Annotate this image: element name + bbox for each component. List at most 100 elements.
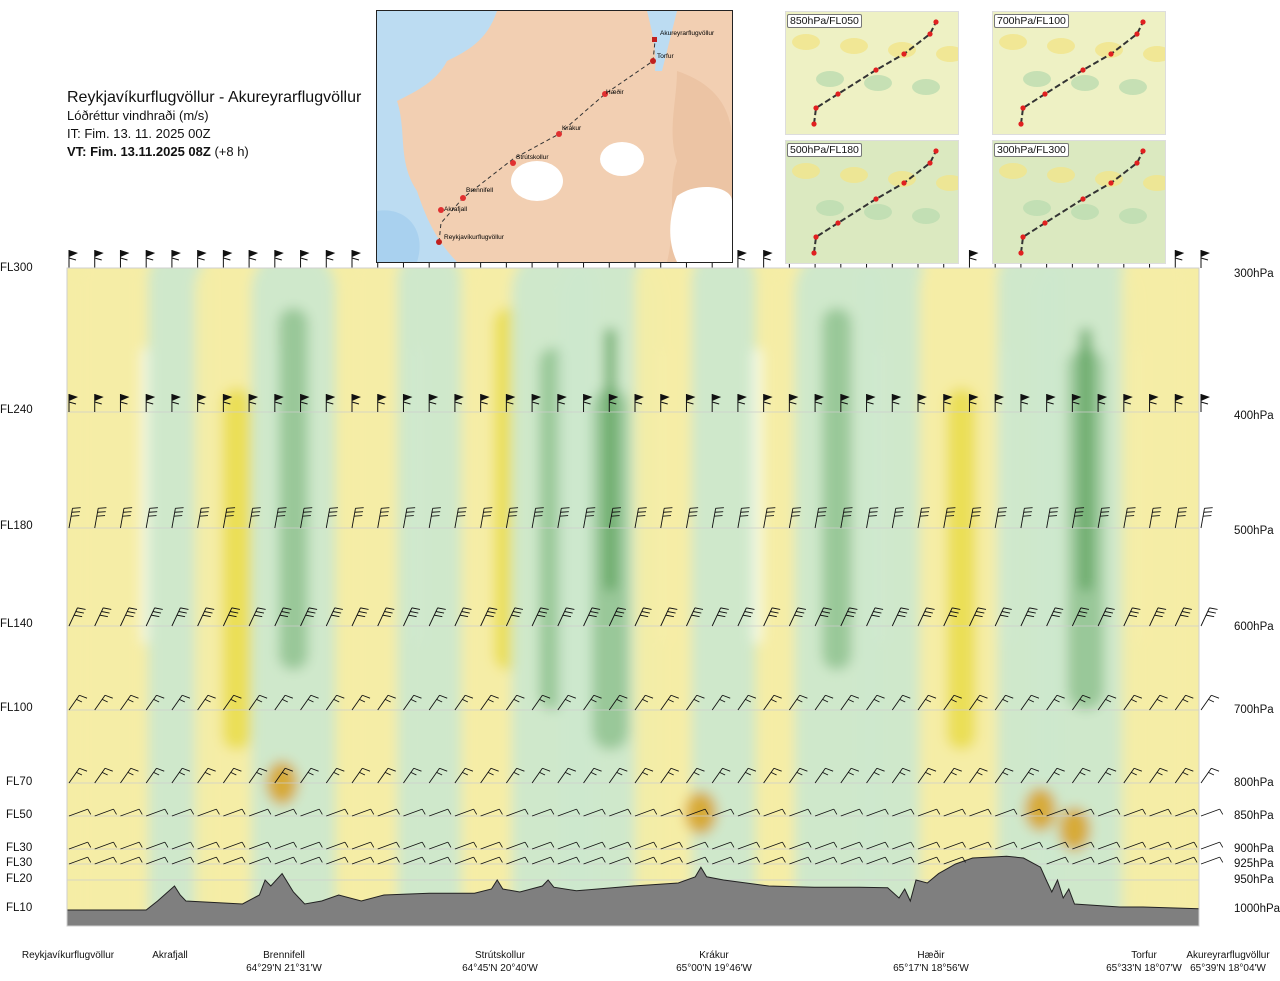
wind-barb (840, 841, 863, 850)
wind-barb (222, 394, 233, 412)
wind-barb (583, 507, 596, 529)
mini-map-blob (1023, 200, 1051, 216)
wind-barb (1174, 607, 1192, 627)
wind-barb (686, 841, 709, 850)
wind-barb (583, 607, 601, 627)
wind-barb (1046, 808, 1069, 817)
mini-map-blob (1095, 171, 1123, 187)
wind-barb (274, 694, 294, 711)
wind-barb (969, 767, 988, 784)
wind-barb (351, 856, 375, 865)
wind-barb (351, 394, 361, 412)
valid-time-value: VT: Fim. 13.11.2025 08Z (67, 144, 211, 159)
wind-barb (326, 856, 349, 865)
wind-barb (1174, 250, 1185, 268)
hpa-label: 1000hPa (1234, 903, 1280, 915)
wind-barb (814, 856, 838, 865)
mini-map-point (901, 51, 907, 57)
wind-barb (1072, 856, 1095, 865)
wind-barb (197, 808, 220, 817)
wind-barb (274, 856, 297, 865)
wind-barb (891, 694, 911, 711)
wind-barb (377, 607, 395, 627)
wind-barb (429, 856, 452, 865)
wind-barb (711, 607, 729, 627)
wind-barb (840, 607, 858, 627)
wind-barb (660, 808, 683, 817)
mini-map-blob (792, 34, 820, 50)
wind-barb (763, 250, 773, 268)
wind-barb (917, 767, 937, 784)
wind-barb (454, 841, 478, 850)
wind-barb (737, 394, 747, 412)
wind-barb (1149, 607, 1167, 627)
wind-barb (1020, 841, 1044, 850)
mini-map-point (1108, 51, 1114, 57)
mini-map-blob (888, 171, 916, 187)
wind-barb (351, 808, 375, 817)
wind-barb (274, 507, 287, 529)
wind-barb (763, 607, 781, 627)
mini-map-blob (816, 71, 844, 87)
mini-map-blob (936, 46, 958, 62)
mini-map-850: 850hPa/FL050 (785, 11, 959, 135)
wind-barb (171, 856, 195, 865)
mini-map-label: 700hPa/FL100 (994, 14, 1069, 28)
wind-barb (866, 856, 889, 865)
location-label: Akureyrarflugvöllur 65°39'N 18°04'W (1186, 950, 1269, 974)
fl-label: FL10 (6, 902, 33, 914)
wind-barb (1046, 767, 1065, 784)
wind-barb (1071, 394, 1082, 412)
wind-barb (1072, 841, 1095, 850)
wind-barb (351, 250, 361, 268)
wind-barb (634, 694, 654, 711)
mini-map-blob (840, 38, 868, 54)
wind-barb (428, 694, 448, 711)
mini-map-label: 850hPa/FL050 (787, 14, 862, 28)
mini-map-blob (1095, 42, 1123, 58)
wind-barb (1046, 607, 1064, 627)
wind-barb (454, 694, 474, 711)
location-name: Akrafjall (152, 950, 188, 961)
wind-barb (94, 394, 104, 412)
wind-barb (737, 767, 757, 784)
wind-barb (711, 394, 722, 412)
wind-barb (1149, 767, 1168, 784)
wind-barb (248, 808, 272, 817)
velocity-column (397, 268, 462, 926)
fl-label: FL240 (0, 404, 33, 416)
wind-barb (995, 841, 1018, 850)
wind-barb (1123, 394, 1133, 412)
wind-barb (300, 394, 310, 412)
wind-barb (891, 767, 911, 784)
wind-barb (505, 607, 523, 627)
mini-map-point (811, 121, 817, 127)
wind-barb (480, 856, 503, 865)
wind-barb (1046, 507, 1059, 529)
wind-barb (531, 507, 544, 529)
wind-barb (68, 808, 92, 817)
wind-barb (892, 808, 915, 817)
mini-map-blob (912, 208, 940, 224)
wind-barb (120, 507, 133, 529)
wind-barb (609, 808, 632, 817)
mini-map-point (1140, 148, 1146, 154)
wind-barb (686, 856, 709, 865)
wind-barb (1046, 694, 1065, 711)
wind-barb (480, 394, 490, 412)
wind-barb (300, 607, 318, 627)
map-label-brennifell: Brennifell (466, 187, 494, 194)
wind-barb (222, 250, 233, 268)
wind-barb (891, 607, 909, 627)
mini-map-500: 500hPa/FL180 (785, 140, 959, 264)
wind-barb (1097, 767, 1117, 784)
wind-barb (1200, 250, 1210, 268)
wind-barb (531, 767, 551, 784)
mini-map-point (933, 19, 939, 25)
wind-barb (917, 694, 937, 711)
mini-map-point (1042, 220, 1048, 226)
location-label: Akrafjall (152, 950, 188, 961)
wind-barb (197, 507, 210, 529)
mini-map-label: 300hPa/FL300 (994, 143, 1069, 157)
wind-barb (428, 507, 441, 529)
